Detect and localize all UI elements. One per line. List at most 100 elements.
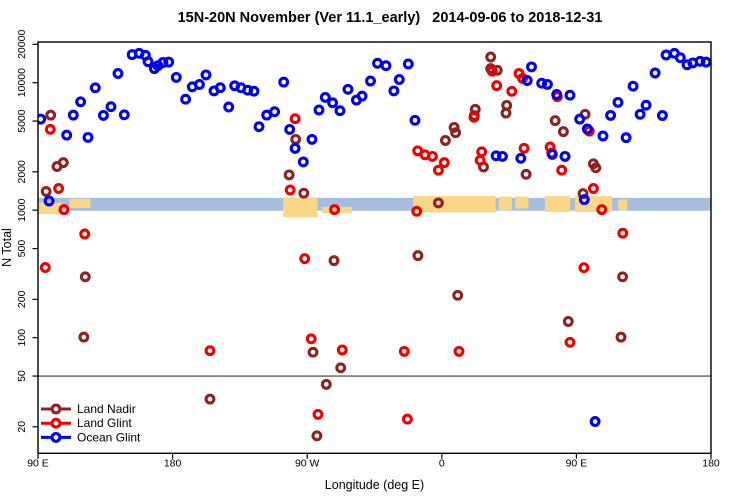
orange-patch xyxy=(413,196,496,213)
data-point xyxy=(587,183,599,194)
data-point xyxy=(605,109,617,121)
data-point xyxy=(248,85,260,97)
data-point xyxy=(559,150,571,162)
data-point xyxy=(57,157,69,169)
x-tick-label: 90 E xyxy=(566,458,588,470)
data-point xyxy=(496,150,508,162)
data-point xyxy=(204,393,216,405)
data-point xyxy=(432,164,444,176)
orange-patch xyxy=(69,198,91,209)
points-layer xyxy=(38,47,711,442)
orange-patch xyxy=(618,199,628,211)
data-point xyxy=(40,186,52,197)
data-point xyxy=(536,77,548,89)
data-point xyxy=(452,289,464,301)
data-point xyxy=(597,130,609,142)
data-point xyxy=(640,99,652,111)
data-point xyxy=(320,378,332,390)
data-point xyxy=(615,331,627,343)
data-point xyxy=(564,89,576,101)
data-point xyxy=(327,97,339,109)
data-point xyxy=(501,99,513,111)
x-tick-label: 90 W xyxy=(295,458,320,470)
data-point xyxy=(596,204,608,216)
data-point xyxy=(180,93,192,105)
data-point xyxy=(223,101,235,113)
series-land-glint xyxy=(39,65,629,425)
data-point xyxy=(200,69,212,81)
data-point xyxy=(289,142,301,154)
data-point xyxy=(564,336,576,348)
series-ocean-glint xyxy=(38,47,711,427)
x-tick-label: 0 xyxy=(439,458,445,470)
data-point xyxy=(283,169,295,181)
data-point xyxy=(356,90,368,102)
legend-marker xyxy=(50,417,62,429)
orange-patch xyxy=(283,197,318,218)
data-point xyxy=(284,123,296,135)
y-tick-label: 5000 xyxy=(16,109,28,133)
blue-band xyxy=(38,197,711,211)
data-point xyxy=(319,91,331,103)
data-point xyxy=(486,65,498,77)
data-point xyxy=(193,79,205,90)
data-point xyxy=(551,89,563,100)
y-tick-label: 20000 xyxy=(16,30,28,59)
data-point xyxy=(581,123,593,135)
data-point xyxy=(656,110,668,121)
data-point xyxy=(38,113,47,125)
data-point xyxy=(627,80,639,92)
data-point xyxy=(284,184,296,196)
data-point xyxy=(214,82,226,94)
data-point xyxy=(61,129,73,141)
data-point xyxy=(307,346,319,358)
data-point xyxy=(335,362,347,374)
data-point xyxy=(521,75,533,86)
data-point xyxy=(312,408,324,420)
y-tick-label: 20 xyxy=(16,421,28,433)
data-point xyxy=(526,61,537,73)
data-point xyxy=(365,75,376,87)
data-point xyxy=(546,148,558,160)
data-point xyxy=(112,68,124,79)
data-point xyxy=(432,197,444,209)
y-axis-label: N Total xyxy=(0,228,14,267)
data-point xyxy=(612,96,624,108)
data-point xyxy=(289,113,301,125)
data-point xyxy=(58,204,70,216)
band-layer xyxy=(38,196,711,218)
data-point xyxy=(311,430,323,442)
data-point xyxy=(278,76,290,88)
data-point xyxy=(574,113,586,125)
data-point xyxy=(660,49,672,61)
data-point xyxy=(617,271,629,283)
data-point xyxy=(617,227,629,239)
data-point xyxy=(409,114,421,126)
data-point xyxy=(204,345,216,357)
data-point xyxy=(674,52,686,64)
y-tick-label: 500 xyxy=(16,240,28,258)
data-point xyxy=(578,262,590,274)
data-point xyxy=(342,83,354,95)
data-point xyxy=(75,96,87,108)
x-axis-label: Longitude (deg E) xyxy=(325,478,424,492)
legend-marker xyxy=(50,431,62,443)
data-point xyxy=(253,121,265,133)
orange-patch xyxy=(498,196,513,211)
data-point xyxy=(476,146,488,158)
data-point xyxy=(541,78,553,90)
series-land-nadir xyxy=(40,51,629,442)
data-point xyxy=(78,331,90,343)
data-point xyxy=(269,106,281,118)
data-point xyxy=(485,51,497,63)
data-point xyxy=(328,255,340,267)
data-point xyxy=(491,80,503,92)
axis-ticks: 90 E 180 90 W 0 90 E 180 20000 10000 5000 2000 100… xyxy=(16,30,720,470)
data-point xyxy=(578,194,590,206)
data-point xyxy=(556,164,568,176)
data-point xyxy=(39,262,51,273)
data-point xyxy=(557,126,569,138)
data-point xyxy=(393,74,405,85)
data-point xyxy=(43,195,55,207)
